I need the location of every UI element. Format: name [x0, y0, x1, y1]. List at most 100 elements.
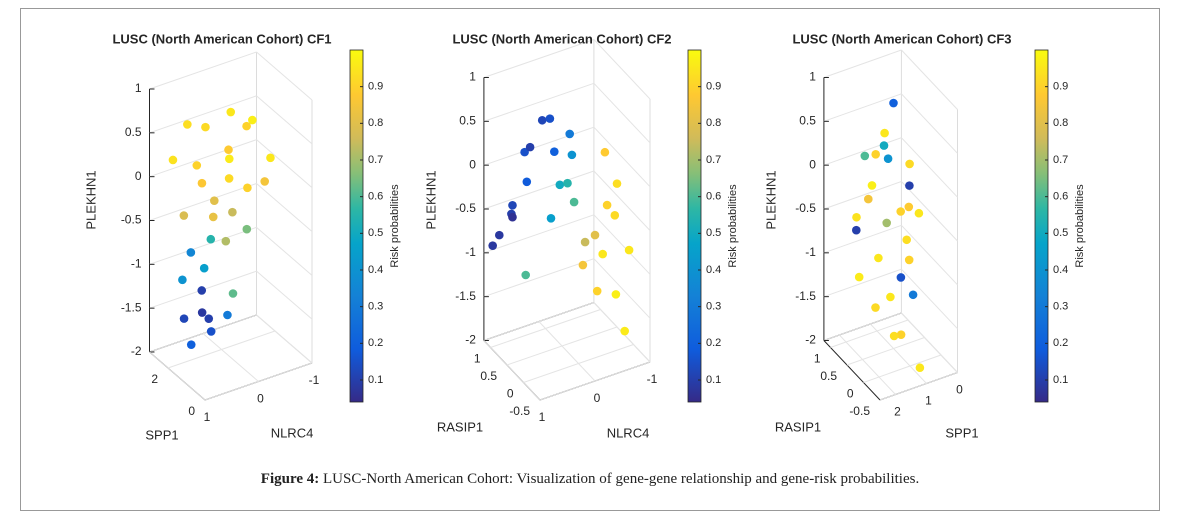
colorbar-tick-label: 0.3 [368, 301, 383, 313]
scatter-point [867, 181, 877, 190]
colorbar-label: Risk probabilities [727, 184, 739, 268]
scatter-point [228, 207, 237, 217]
colorbar-tick-label: 0.4 [706, 264, 721, 276]
caption: Figure 4: LUSC-North American Cohort: Vi… [20, 471, 1160, 488]
y-axis-label: NLRC4 [271, 425, 314, 440]
grid-line [593, 126, 651, 188]
grid-line [483, 126, 595, 166]
y-axis-label: NLRC4 [607, 425, 650, 440]
scatter-point [210, 196, 219, 206]
grid-line [901, 181, 958, 242]
y-tick-label: 0 [257, 392, 264, 406]
z-axis-label: PLEKHN1 [763, 170, 778, 229]
scatter-point [186, 248, 196, 257]
scatter-point [242, 121, 251, 131]
grid-line [256, 95, 313, 145]
scatter-point [178, 275, 187, 285]
scatter-point [537, 115, 547, 125]
colorbar-tick-label: 0.8 [368, 117, 383, 129]
x-tick-label: -0.5 [509, 404, 530, 418]
scatter-point [612, 179, 622, 188]
grid-line [149, 226, 257, 265]
z-tick-label: -1.5 [121, 300, 142, 314]
colorbar-tick-label: 0.3 [706, 301, 721, 313]
scatter-point [521, 270, 530, 280]
grid-line [256, 51, 313, 101]
colorbar-tick-label: 0.2 [1053, 337, 1068, 349]
colorbar-tick-label: 0.1 [368, 374, 383, 386]
scatter-point [879, 141, 889, 150]
grid-line [823, 181, 902, 210]
x-tick-label: 2 [151, 372, 158, 386]
scatter-point [199, 263, 209, 273]
scatter-point [611, 290, 621, 299]
scatter-point [896, 207, 905, 216]
grid-line [901, 137, 958, 198]
scatter-point [563, 178, 572, 188]
grid-line [483, 170, 595, 210]
y-tick-label: 1 [925, 394, 932, 408]
colorbar-tick-label: 0.4 [1053, 264, 1068, 276]
grid-line [870, 323, 927, 384]
z-tick-label: 0.5 [125, 125, 142, 139]
grid-line [149, 351, 206, 401]
x-tick-label: 0 [507, 387, 514, 401]
grid-line [483, 39, 595, 78]
grid-line [256, 270, 313, 320]
x-tick-label: 1 [474, 352, 481, 366]
colorbar-tick-label: 0.8 [1053, 117, 1068, 129]
colorbar-tick-label: 0.4 [368, 264, 383, 276]
colorbar-tick-label: 0.6 [368, 191, 383, 203]
scatter-point [243, 183, 252, 193]
scatter-point [889, 331, 899, 341]
scatter-point [578, 260, 588, 270]
scatter-point [495, 230, 504, 240]
caption-text: LUSC-North American Cohort: Visualizatio… [323, 471, 920, 487]
z-tick-label: 0.5 [799, 114, 816, 128]
colorbar-tick-label: 0.2 [368, 337, 383, 349]
scatter-point [550, 147, 559, 156]
y-tick-label: 0 [594, 391, 601, 405]
grid-line [901, 268, 958, 330]
scatter-point [224, 174, 234, 183]
grid-line [483, 258, 595, 298]
scatter-point [580, 237, 590, 247]
grid-line [149, 183, 257, 221]
grid-line [202, 333, 259, 382]
scatter-point [871, 303, 880, 312]
z-tick-label: 1 [135, 81, 142, 95]
scatter-point [905, 159, 914, 169]
scatter-point [546, 214, 556, 223]
scatter-point [874, 253, 883, 263]
grid-line [823, 268, 902, 298]
scatter-point [914, 208, 924, 218]
z-tick-label: -2 [465, 333, 476, 347]
scatter-point [525, 142, 535, 152]
scatter-point [600, 147, 610, 157]
z-tick-label: 0.5 [459, 114, 476, 128]
grid-line [149, 51, 257, 90]
colorbar-tick-label: 0.9 [368, 81, 383, 93]
scatter-point [624, 245, 634, 255]
scatter-point [871, 150, 880, 159]
colorbar-tick-label: 0.7 [706, 154, 721, 166]
scatter-point [520, 147, 529, 157]
x-tick-label: 0 [188, 404, 195, 418]
colorbar-tick-label: 0.5 [368, 227, 383, 239]
colorbar-tick-label: 0.9 [706, 81, 721, 93]
scatter-point [592, 286, 602, 296]
grid-line [593, 170, 651, 231]
x-tick-label: 0.5 [480, 369, 497, 383]
scatter-point [197, 286, 207, 295]
grid-line [879, 372, 958, 401]
z-tick-label: -1 [805, 245, 816, 259]
grid-line [901, 93, 958, 154]
y-tick-label: 1 [204, 410, 211, 424]
scatter-point [179, 211, 189, 220]
colorbar-label: Risk probabilities [389, 184, 401, 268]
grid-line [901, 49, 958, 110]
grid-line [256, 314, 313, 364]
colorbar-tick-label: 0.8 [706, 117, 721, 129]
scatter-point [569, 197, 579, 207]
